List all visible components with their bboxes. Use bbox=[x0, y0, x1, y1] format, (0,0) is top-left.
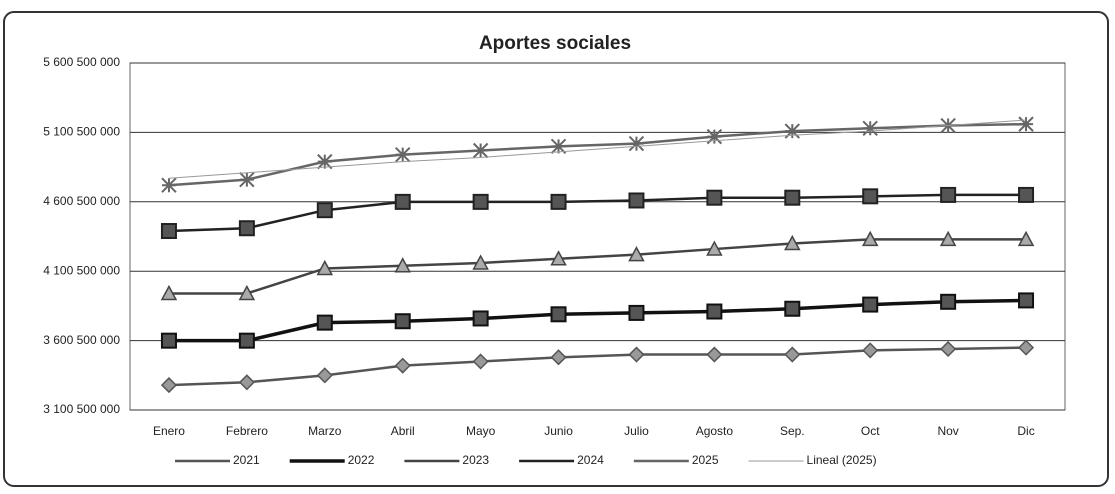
marker bbox=[550, 349, 567, 366]
x-tick-label: Oct bbox=[861, 424, 880, 438]
marker bbox=[160, 377, 178, 394]
marker bbox=[862, 296, 879, 313]
x-tick-label: Agosto bbox=[696, 424, 734, 438]
marker bbox=[238, 284, 256, 301]
marker bbox=[628, 135, 645, 152]
x-tick-label: Julio bbox=[624, 424, 649, 438]
marker bbox=[1018, 186, 1035, 203]
marker bbox=[550, 193, 567, 210]
series-line bbox=[168, 238, 1027, 295]
marker bbox=[472, 254, 489, 270]
marker bbox=[316, 367, 333, 384]
marker bbox=[784, 300, 801, 317]
x-tick-label: Dic bbox=[1017, 424, 1034, 438]
marker bbox=[1017, 339, 1035, 356]
marker bbox=[939, 230, 957, 247]
marker bbox=[628, 246, 645, 262]
marker bbox=[862, 188, 879, 205]
chart-frame bbox=[3, 11, 1109, 487]
series-line bbox=[168, 346, 1027, 387]
marker bbox=[706, 346, 723, 363]
x-tick-label: Nov bbox=[937, 424, 958, 438]
marker bbox=[628, 346, 645, 363]
x-tick-label: Marzo bbox=[308, 424, 342, 438]
marker bbox=[238, 220, 255, 237]
marker bbox=[940, 340, 957, 358]
series-line bbox=[168, 119, 1027, 179]
legend-label: 2022 bbox=[348, 453, 375, 467]
marker bbox=[472, 353, 489, 370]
marker bbox=[160, 284, 178, 301]
marker bbox=[862, 120, 878, 137]
series-line bbox=[168, 193, 1027, 233]
y-tick-label: 5 600 500 000 bbox=[43, 55, 120, 69]
y-tick-label: 3 100 500 000 bbox=[43, 402, 120, 416]
x-tick-label: Enero bbox=[153, 424, 185, 438]
series-line bbox=[168, 122, 1027, 187]
legend-label: 2021 bbox=[233, 453, 260, 467]
plot-area bbox=[129, 62, 1066, 411]
chart-title: Aportes sociales bbox=[479, 33, 631, 54]
marker bbox=[395, 146, 411, 163]
x-tick-label: Sep. bbox=[780, 424, 805, 438]
marker bbox=[861, 230, 879, 247]
marker bbox=[160, 332, 177, 349]
marker bbox=[239, 171, 255, 188]
series-line bbox=[168, 298, 1027, 343]
marker bbox=[784, 234, 801, 251]
marker bbox=[161, 177, 177, 193]
marker bbox=[550, 306, 567, 323]
y-tick-label: 4 600 500 000 bbox=[43, 194, 120, 208]
x-tick-label: Febrero bbox=[226, 424, 268, 438]
legend-label: 2024 bbox=[577, 453, 604, 467]
marker bbox=[706, 189, 723, 206]
marker bbox=[316, 314, 333, 331]
marker bbox=[1018, 292, 1035, 309]
y-tick-label: 4 100 500 000 bbox=[43, 263, 120, 277]
marker bbox=[784, 346, 801, 363]
marker bbox=[472, 193, 489, 210]
marker bbox=[862, 342, 879, 359]
marker bbox=[316, 202, 333, 219]
x-tick-label: Mayo bbox=[466, 424, 496, 438]
marker bbox=[706, 303, 723, 320]
y-tick-label: 5 100 500 000 bbox=[43, 125, 120, 139]
legend-label: 2023 bbox=[462, 453, 489, 467]
marker bbox=[550, 138, 567, 155]
marker bbox=[472, 142, 489, 159]
marker bbox=[784, 123, 800, 139]
marker bbox=[784, 189, 801, 206]
marker bbox=[472, 310, 489, 327]
marker bbox=[394, 313, 411, 330]
marker bbox=[550, 250, 567, 266]
marker bbox=[316, 259, 334, 276]
marker bbox=[317, 153, 333, 170]
marker bbox=[940, 293, 957, 310]
marker bbox=[940, 186, 957, 203]
marker bbox=[394, 257, 411, 273]
legend-label: Lineal (2025) bbox=[807, 453, 877, 467]
marker bbox=[238, 374, 255, 391]
x-tick-label: Abril bbox=[391, 424, 415, 438]
marker bbox=[706, 128, 723, 145]
legend-label: 2025 bbox=[692, 453, 719, 467]
x-tick-label: Junio bbox=[544, 424, 573, 438]
marker bbox=[1018, 116, 1034, 132]
marker bbox=[160, 223, 177, 240]
marker bbox=[1017, 230, 1035, 247]
marker bbox=[706, 240, 723, 256]
marker bbox=[238, 332, 255, 349]
y-tick-label: 3 600 500 000 bbox=[43, 333, 120, 347]
marker bbox=[628, 304, 645, 321]
marker bbox=[628, 192, 645, 209]
marker bbox=[394, 193, 411, 210]
marker bbox=[394, 357, 411, 374]
